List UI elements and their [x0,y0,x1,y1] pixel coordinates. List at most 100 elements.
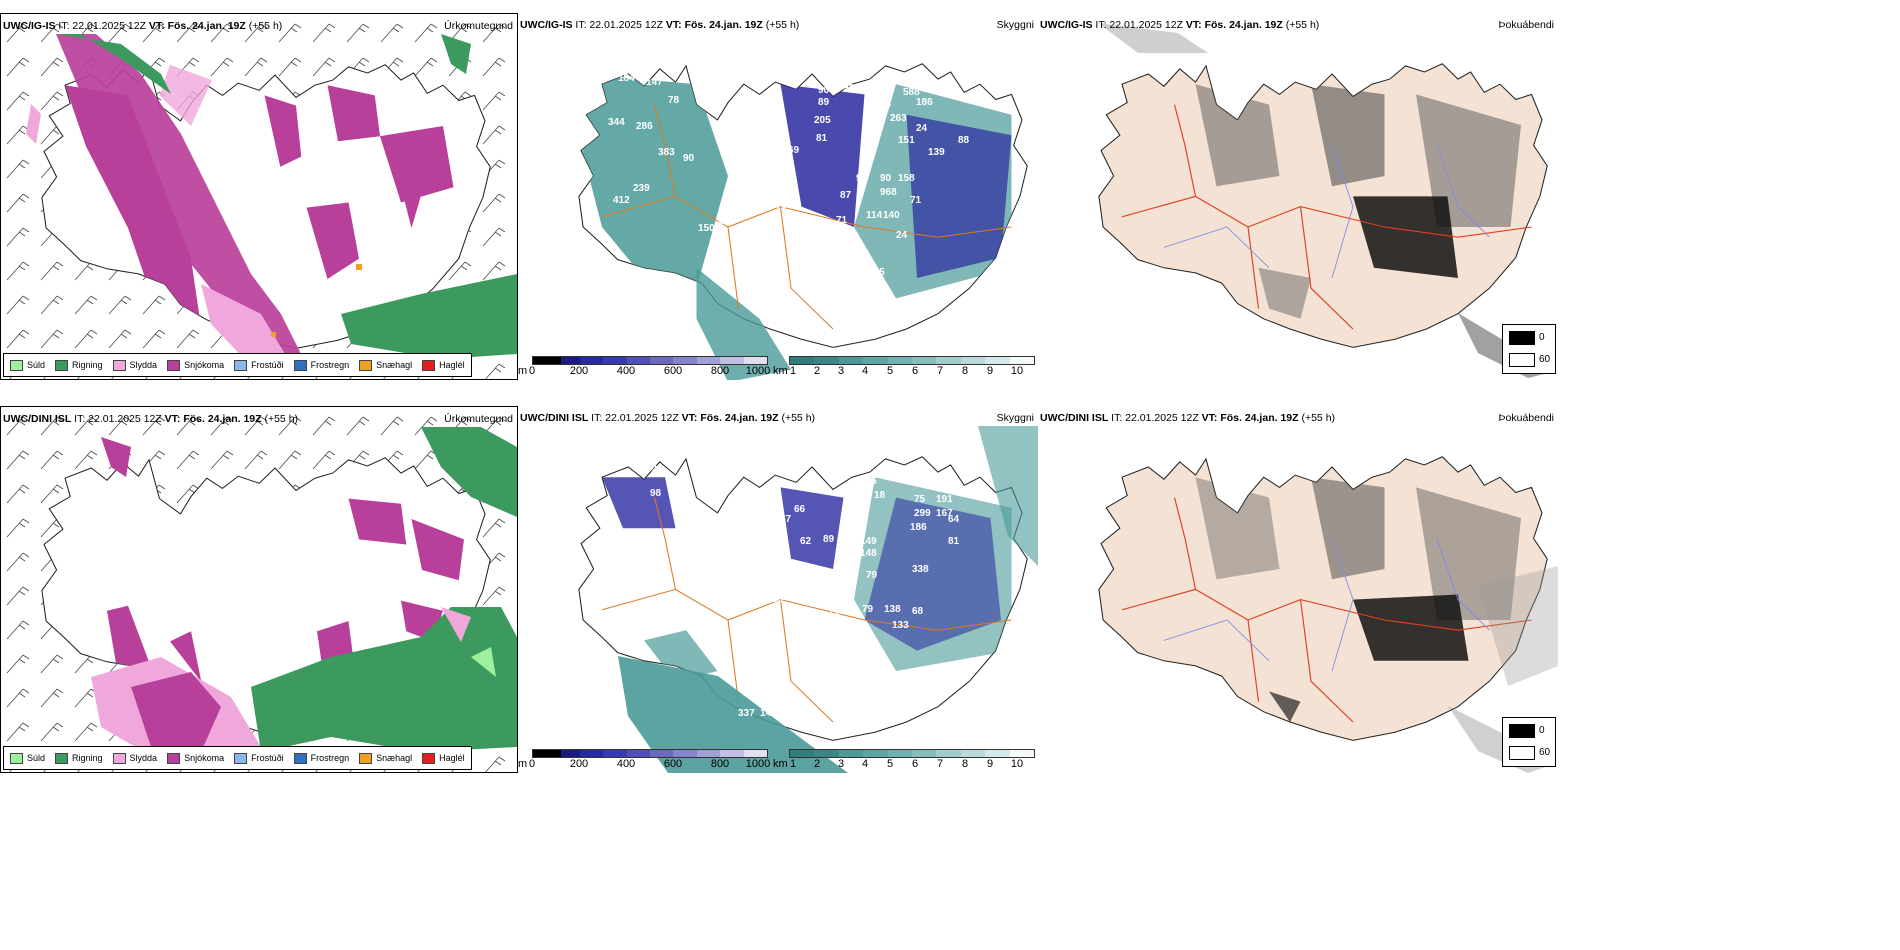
ceiling-colorbar: m 0 200 400 600 800 1000 [518,749,773,773]
svg-text:98: 98 [898,466,910,477]
legend-item: Slydda [112,752,157,764]
svg-text:120: 120 [860,140,877,151]
panel-title: UWC/IG-IS IT: 22.01.2025 12Z VT: Fös. 24… [1040,19,1320,31]
svg-text:225: 225 [730,180,747,191]
precip-legend: Súld Rigning Slydda Snjókoma Frostúði Fr… [3,746,472,770]
svg-text:29: 29 [728,80,740,91]
svg-text:228: 228 [640,57,657,68]
svg-text:62: 62 [800,536,812,547]
legend-item: Súld [10,752,45,764]
visibility-unit: km [773,758,788,770]
tick-label: 9 [986,365,994,377]
svg-text:81: 81 [816,133,828,144]
svg-text:186: 186 [910,522,927,533]
fog-panel-row1: UWC/IG-IS IT: 22.01.2025 12Z VT: Fös. 24… [1038,13,1558,380]
legend-item: Snjókoma [167,359,224,371]
svg-text:338: 338 [912,564,929,575]
legend-item: Snjókoma [167,752,224,764]
svg-text:47: 47 [880,103,892,114]
svg-text:87: 87 [840,190,852,201]
svg-text:227: 227 [708,100,725,111]
tick-label: 8 [961,758,969,770]
svg-text:75: 75 [914,494,926,505]
precip-panel-row1: UWC/IG-IS IT: 22.01.2025 12Z VT: Fös. 24… [0,13,518,380]
tick-label: 6 [911,758,919,770]
svg-text:150: 150 [698,223,715,234]
panel-name: Þokuábendi [1498,412,1554,424]
cloud-panel-row1: UWC/IG-IS IT: 22.01.2025 12Z VT: Fös. 24… [518,13,1038,380]
svg-text:24: 24 [916,123,928,134]
svg-text:90: 90 [683,153,695,164]
ceiling-unit: m [518,365,528,377]
tick-label: 1000 [745,365,771,377]
svg-text:99: 99 [733,195,745,206]
svg-text:158: 158 [898,173,915,184]
svg-text:186: 186 [916,97,933,108]
tick-label: 600 [663,758,683,770]
fog-map [1098,456,1558,773]
svg-text:141: 141 [628,45,645,56]
tick-label: 3 [837,365,845,377]
precip-legend: Súld Rigning Slydda Snjókoma Frostúði Fr… [3,353,472,377]
ceiling-unit: m [518,758,528,770]
svg-text:93: 93 [843,83,855,94]
fog-legend: 0 60 [1502,717,1556,767]
svg-text:860: 860 [832,230,849,241]
svg-text:98: 98 [650,488,662,499]
svg-text:149: 149 [860,536,877,547]
tick-label: 5 [886,365,894,377]
fog-map [1098,23,1548,378]
tick-label: 5 [886,758,894,770]
tick-label: 8 [961,365,969,377]
panel-title: UWC/IG-IS IT: 22.01.2025 12Z VT: Fös. 24… [3,20,283,32]
tick-label: 200 [569,365,589,377]
tick-label: 200 [569,758,589,770]
svg-text:88: 88 [618,458,630,469]
svg-text:147: 147 [646,77,663,88]
svg-text:299: 299 [914,508,931,519]
panel-name: Skyggni [996,412,1034,424]
svg-text:968: 968 [880,187,897,198]
ceiling-colorbar: m 0 200 400 600 800 1000 [518,356,773,380]
svg-text:81: 81 [948,536,960,547]
legend-item: Snæhagl [359,359,412,371]
svg-text:383: 383 [658,147,675,158]
legend-item: Frostúði [234,359,284,371]
svg-text:205: 205 [814,115,831,126]
svg-text:191: 191 [936,494,953,505]
svg-text:285: 285 [868,267,885,278]
svg-text:79: 79 [862,604,874,615]
svg-text:64: 64 [948,514,960,525]
tick-label: 3 [837,758,845,770]
svg-text:78: 78 [668,95,680,106]
svg-text:263: 263 [890,113,907,124]
svg-text:96: 96 [818,85,830,96]
svg-text:94: 94 [856,173,868,184]
svg-text:71: 71 [836,215,848,226]
tick-label: 10 [1010,365,1024,377]
legend-item: Frostregn [293,752,349,764]
panel-name: Skyggni [996,19,1034,31]
svg-text:24: 24 [896,230,908,241]
svg-text:184: 184 [618,73,635,84]
svg-text:437: 437 [768,308,785,319]
panel-name: Úrkomutegund [444,413,513,425]
tick-label: 4 [861,758,869,770]
svg-text:133: 133 [892,620,909,631]
tick-label: 800 [710,365,730,377]
svg-text:72: 72 [646,464,658,475]
svg-text:140: 140 [760,708,777,719]
svg-text:412: 412 [613,195,630,206]
svg-text:447: 447 [718,217,735,228]
svg-text:337: 337 [738,708,755,719]
panel-name: Þokuábendi [1498,19,1554,31]
svg-text:239: 239 [633,183,650,194]
panel-name: Úrkomutegund [444,20,513,32]
tick-label: 1000 [745,758,771,770]
cloud-panel-row2: UWC/DINI ISL IT: 22.01.2025 12Z VT: Fös.… [518,406,1038,773]
legend-item: Snæhagl [359,752,412,764]
svg-text:85: 85 [772,594,784,605]
precip-panel-row2: UWC/DINI ISL IT: 22.01.2025 12Z VT: Fös.… [0,406,518,773]
